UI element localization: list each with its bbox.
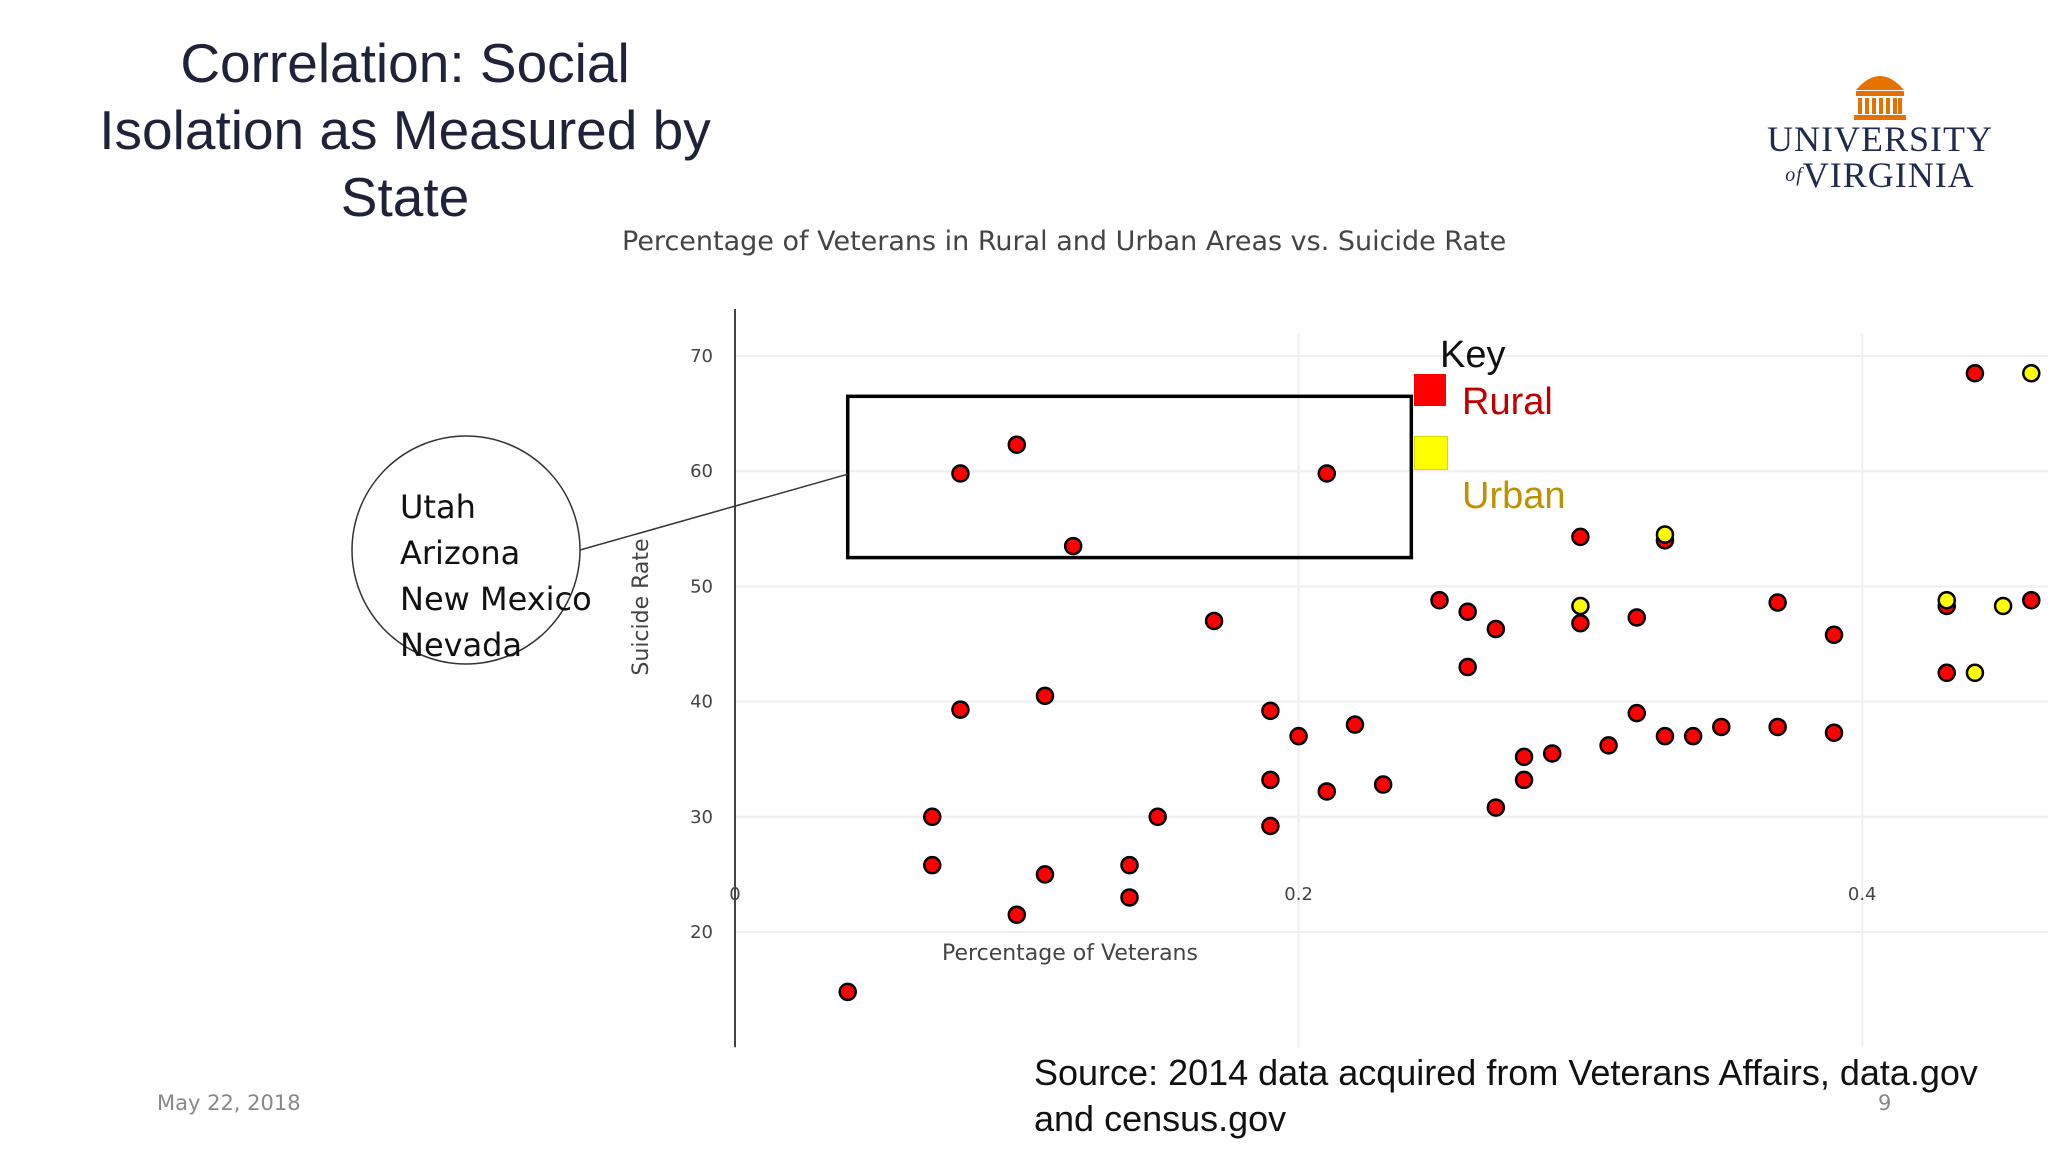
x-tick-label: 0.2 <box>1284 884 1313 905</box>
data-point-rural <box>1120 888 1139 907</box>
data-point-rural <box>1599 736 1618 755</box>
data-point-rural <box>1373 775 1393 794</box>
chart-grid <box>735 332 2048 1048</box>
callout-state: Arizona <box>400 534 521 572</box>
x-axis-title: Percentage of Veterans <box>942 941 1198 966</box>
data-point-rural <box>1655 726 1675 746</box>
data-point-rural <box>1712 717 1731 737</box>
data-point-rural <box>1768 717 1787 737</box>
data-point-rural <box>1289 726 1308 746</box>
data-point-rural <box>1768 593 1787 612</box>
callout-connector <box>579 473 848 551</box>
source-line: Source: 2014 data acquired from Veterans… <box>1034 1052 1978 1093</box>
data-point-rural <box>1120 855 1139 875</box>
data-point-rural <box>1007 435 1027 454</box>
slide-title: Correlation: Social Isolation as Measure… <box>60 30 750 231</box>
source-note: Source: 2014 data acquired from Veterans… <box>1034 1050 2044 1142</box>
data-point-rural <box>1148 807 1167 827</box>
callout-state-list: Utah Arizona New Mexico Nevada <box>400 484 592 668</box>
data-point-rural <box>1824 625 1844 645</box>
data-point-rural <box>951 700 970 719</box>
slide-title-line: Correlation: Social <box>180 32 630 94</box>
legend-swatch-urban <box>1414 436 1448 470</box>
legend-label-urban: Urban <box>1462 475 1566 517</box>
callout-state: Utah <box>400 488 476 526</box>
y-tick-label: 50 <box>690 576 713 597</box>
legend-swatch-rural <box>1414 374 1446 406</box>
x-tick-label: 0.4 <box>1848 884 1877 905</box>
data-point-rural <box>1627 608 1647 627</box>
y-tick-label: 40 <box>690 692 713 713</box>
data-point-urban <box>1937 590 1956 610</box>
y-tick-label: 30 <box>690 807 713 828</box>
data-point-rural <box>923 807 942 827</box>
legend-label-rural: Rural <box>1462 381 1553 423</box>
y-tick-label: 70 <box>690 346 713 367</box>
y-axis-title: Suicide Rate <box>629 538 654 675</box>
data-point-rural <box>1317 782 1337 801</box>
y-tick-label: 20 <box>690 922 713 943</box>
data-point-rural <box>1627 703 1647 723</box>
data-point-rural <box>2022 590 2041 610</box>
logo-small-of: of <box>1785 164 1803 186</box>
data-point-rural <box>1261 770 1280 790</box>
data-point-rural <box>1514 747 1534 767</box>
data-point-rural <box>838 982 857 1002</box>
callout-state: Nevada <box>400 626 523 664</box>
logo-line-virginia: ofVIRGINIA <box>1760 155 2000 195</box>
page-number: 9 <box>1878 1091 1892 1115</box>
data-point-rural <box>1204 611 1224 631</box>
data-point-rural <box>1345 715 1365 734</box>
data-point-rural <box>1430 590 1449 610</box>
data-point-rural <box>1486 798 1506 817</box>
callout-circle <box>351 435 581 665</box>
source-line: and census.gov <box>1034 1098 1287 1139</box>
highlight-box <box>845 394 1414 560</box>
data-point-rural <box>1317 464 1337 483</box>
logo-wordmark: UNIVERSITY ofVIRGINIA <box>1760 119 2000 195</box>
callout-state: New Mexico <box>400 580 592 618</box>
rotunda-icon <box>1854 76 1906 120</box>
data-point-rural <box>1824 723 1844 742</box>
data-point-urban <box>2022 364 2041 383</box>
chart-ticks: 20304050607000.20.40.60.8 <box>690 346 1877 943</box>
data-point-rural <box>1458 602 1477 621</box>
data-point-rural <box>1007 905 1027 924</box>
data-point-rural <box>1683 726 1703 746</box>
logo-line-university: UNIVERSITY <box>1767 119 1993 159</box>
data-point-rural <box>1261 816 1280 836</box>
data-point-urban <box>1993 596 2013 616</box>
data-point-rural <box>1571 527 1590 547</box>
data-point-rural <box>1486 619 1506 639</box>
slide-title-line: Isolation as Measured by <box>99 99 711 161</box>
slide-title-line: State <box>340 166 470 228</box>
chart-title: Percentage of Veterans in Rural and Urba… <box>622 226 1507 257</box>
chart-points <box>838 364 2041 1002</box>
callout-annotation <box>351 394 1414 665</box>
data-point-rural <box>1035 865 1055 884</box>
data-point-rural <box>1514 770 1534 790</box>
data-point-urban <box>1655 525 1675 544</box>
y-tick-label: 60 <box>690 461 713 482</box>
data-point-rural <box>1542 744 1562 763</box>
data-point-rural <box>1965 364 1985 383</box>
data-point-rural <box>1571 614 1590 633</box>
series-rural <box>838 364 2041 1002</box>
data-point-urban <box>1571 596 1590 616</box>
slide-date: May 22, 2018 <box>157 1091 301 1115</box>
data-point-urban <box>1965 663 1985 683</box>
data-point-rural <box>1937 663 1956 683</box>
series-urban <box>1571 364 2041 683</box>
data-point-rural <box>1063 536 1083 556</box>
data-point-rural <box>1035 686 1055 706</box>
university-logo: UNIVERSITY ofVIRGINIA <box>1760 60 2000 200</box>
data-point-rural <box>1261 701 1280 721</box>
data-point-rural <box>923 855 942 875</box>
data-point-rural <box>1458 657 1477 677</box>
legend-title: Key <box>1440 334 1506 376</box>
logo-virginia-text: VIRGINIA <box>1802 155 1975 195</box>
data-point-rural <box>951 464 970 483</box>
